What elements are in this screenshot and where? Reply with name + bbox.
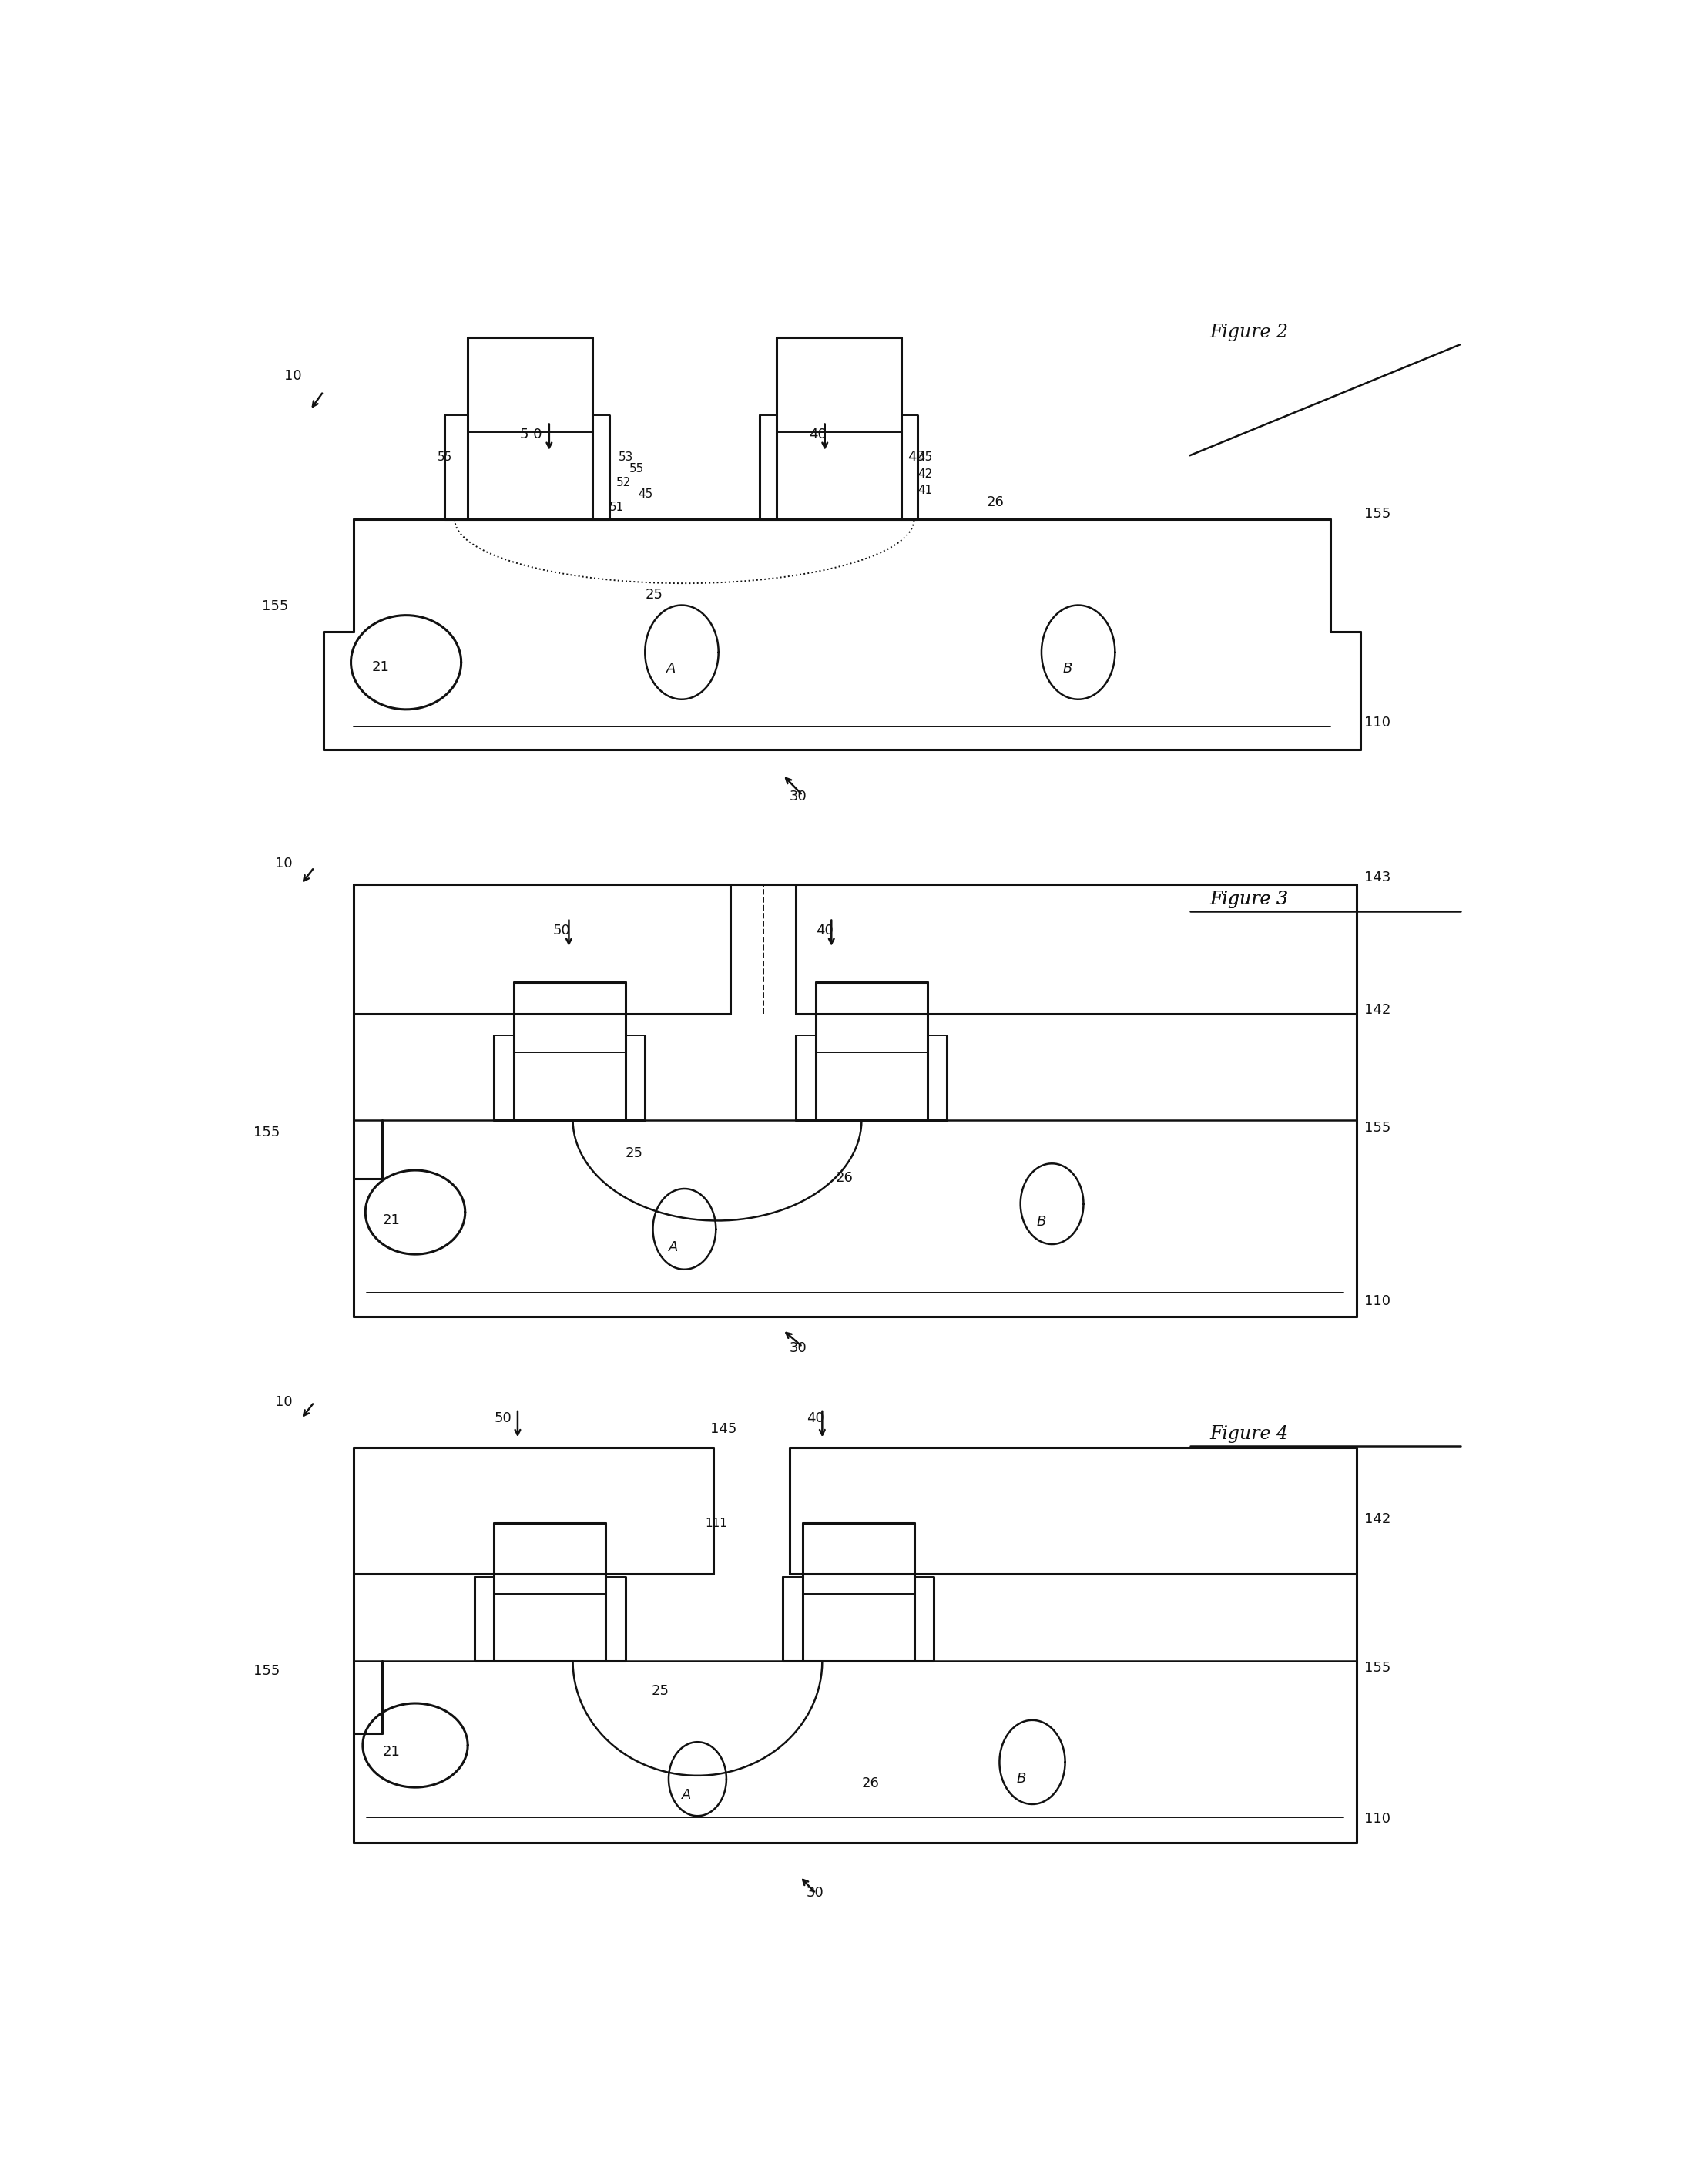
Text: 40: 40 [806,1411,823,1426]
Text: 142: 142 [1364,1002,1391,1018]
Text: 50: 50 [552,924,571,937]
Text: 53: 53 [618,452,634,463]
Text: 10: 10 [274,1396,291,1409]
Text: 30: 30 [789,788,806,804]
Text: 50: 50 [495,1411,512,1426]
Text: 110: 110 [1364,1813,1391,1826]
Text: 26: 26 [862,1776,879,1791]
Text: 25: 25 [652,1684,669,1697]
Text: 21: 21 [383,1214,400,1227]
Text: 155: 155 [1364,1660,1391,1675]
Text: A: A [681,1789,691,1802]
Text: 55: 55 [628,463,644,474]
Text: 155: 155 [1364,1120,1391,1136]
Text: B: B [1016,1771,1027,1784]
Text: 145: 145 [711,1422,737,1435]
Text: 155: 155 [254,1664,280,1677]
Text: 45: 45 [639,489,654,500]
Text: 25: 25 [645,587,662,601]
Text: 155: 155 [254,1125,280,1140]
Text: 10: 10 [285,369,302,382]
Text: 40: 40 [810,428,827,441]
Text: A: A [666,662,676,675]
Text: Figure 4: Figure 4 [1210,1426,1287,1444]
Text: 43: 43 [908,450,925,463]
Text: 30: 30 [806,1887,823,1900]
Text: B: B [1062,662,1072,675]
Text: 40: 40 [817,924,833,937]
Text: 110: 110 [1364,1293,1391,1308]
Text: 42: 42 [918,467,933,480]
Text: 26: 26 [986,496,1005,509]
Text: Figure 3: Figure 3 [1210,891,1287,909]
Text: 30: 30 [789,1341,806,1354]
Text: 111: 111 [705,1518,728,1529]
Text: 52: 52 [617,476,630,487]
Text: A: A [669,1241,678,1254]
Text: 10: 10 [274,856,291,871]
Text: 55: 55 [437,452,452,463]
Text: Figure 3: Figure 3 [1210,891,1287,909]
Text: 51: 51 [610,502,625,513]
Text: 142: 142 [1364,1514,1391,1527]
Text: Figure 2: Figure 2 [1210,323,1287,341]
Text: 5 0: 5 0 [520,428,542,441]
Text: 155: 155 [1364,507,1391,520]
Text: 110: 110 [1364,716,1391,729]
Text: 26: 26 [835,1171,854,1186]
Text: 21: 21 [383,1745,400,1758]
Text: 155: 155 [261,598,288,614]
Text: B: B [1037,1214,1045,1230]
Text: 25: 25 [625,1147,644,1160]
Text: 21: 21 [373,660,390,675]
Text: 45: 45 [918,452,933,463]
Text: 143: 143 [1364,869,1391,885]
Text: 41: 41 [918,485,933,496]
